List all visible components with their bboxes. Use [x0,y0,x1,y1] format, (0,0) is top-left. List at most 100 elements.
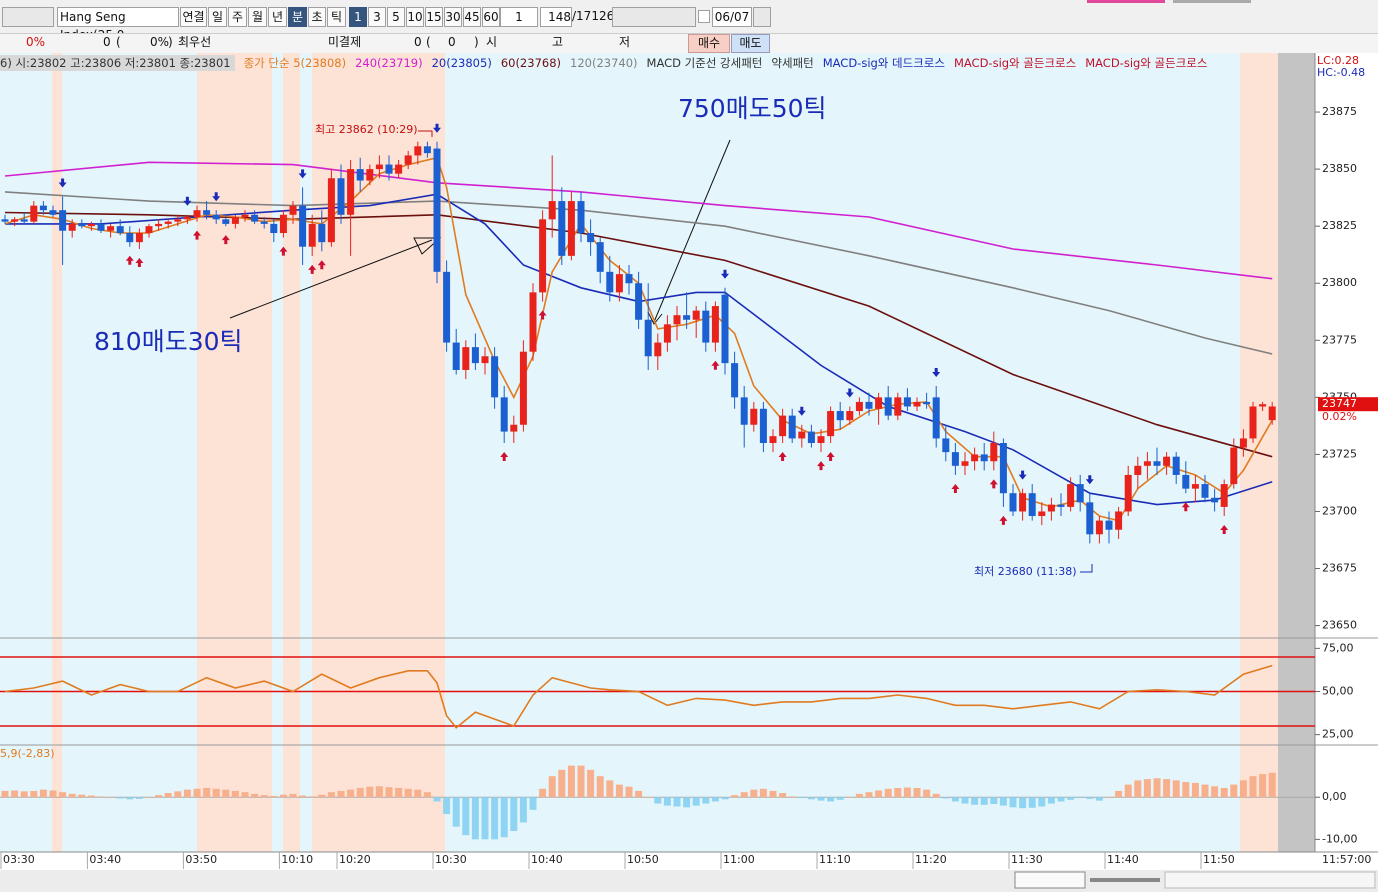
candle-body [923,401,931,405]
arrowhead [647,311,663,325]
y-tick-label: 0,00 [1322,790,1347,803]
sell-button[interactable]: 매도 [731,34,770,53]
info: 0% [26,35,46,49]
period-button[interactable]: 주 [228,7,247,27]
sell-signal [932,367,941,377]
period-button[interactable]: 분 [288,7,307,27]
macd-bar [1,790,9,798]
candle-body [1009,493,1017,512]
x-tick-label: 10:50 [627,853,659,866]
candle-body [260,221,268,224]
macd-bar [395,787,403,798]
x-tick-label: 03:40 [89,853,121,866]
calendar-button[interactable] [753,7,771,27]
candle-body [1105,520,1113,530]
macd-bar [78,794,86,798]
macd-bar [481,797,489,840]
period-select[interactable]: 1 [500,7,538,27]
y-tick-label: 23850 [1322,162,1357,175]
sell-signal [845,388,854,398]
date-input[interactable]: 06/07 [712,7,752,27]
tool-icons[interactable] [612,7,696,27]
candle-body [356,169,364,181]
arrowhead [413,237,442,255]
legend-entry: MACD 기준선 강세패턴 [646,56,763,70]
macd-bar [308,796,316,798]
candle-body [11,219,19,222]
candle-body [635,283,643,320]
period-button[interactable]: 1 [349,7,367,27]
macd-bar [1143,779,1151,798]
right-axis-bg [1315,52,1378,852]
symbol-input[interactable]: Hang Seng Index(25.0 [57,7,179,42]
macd-bar [1124,784,1132,798]
candle-body [759,408,767,443]
buy-signal [538,310,547,320]
zoom-slider[interactable] [1090,878,1160,882]
hc-label: HC:-0.48 [1317,66,1365,79]
annotation-arrow [653,139,731,323]
candle-body [615,274,623,293]
macd-bar [107,797,115,798]
period-button[interactable]: 월 [248,7,267,27]
date-checkbox[interactable] [698,10,710,23]
candle-body [107,226,115,231]
macd-bar [913,787,921,798]
count-input[interactable]: 148 [540,7,572,27]
candle-body [116,226,124,234]
candle-body [193,210,201,218]
macd-bar [606,780,614,798]
scroll-controls[interactable] [1014,871,1086,889]
candle-body [596,242,604,272]
period-button[interactable]: 45 [463,7,481,27]
x-tick-label: 03:50 [185,853,217,866]
x-tick-label: 11:50 [1203,853,1235,866]
candle-body [951,452,959,466]
period-button[interactable]: 5 [387,7,405,27]
period-button[interactable]: 60 [482,7,500,27]
buy-signal [817,461,825,471]
period-button[interactable]: 3 [368,7,386,27]
period-button[interactable]: 10 [406,7,424,27]
period-button[interactable]: 일 [208,7,227,27]
macd-bar [961,797,969,804]
macd-bar [49,790,57,798]
period-button[interactable]: 초 [308,7,326,27]
candle-body [174,219,182,222]
macd-bar [289,793,297,798]
buy-signal [1181,502,1190,512]
period-button[interactable]: 30 [444,7,462,27]
macd-bar [1095,797,1103,801]
macd-bar [1172,780,1180,798]
macd-bar [366,786,374,798]
period-button[interactable]: 년 [268,7,287,27]
macd-bar [1201,784,1209,798]
candle-body [913,401,921,407]
buy-button[interactable]: 매수 [688,34,730,53]
candle-body [999,443,1007,494]
candle-body [414,146,422,156]
macd-bar [548,776,556,798]
macd-bar [183,789,191,798]
macd-bar [827,797,835,802]
candle-body [308,223,316,247]
tool-icons[interactable] [1164,871,1376,889]
candle-body [1239,438,1247,448]
last-price-box [1318,397,1378,412]
macd-bar [327,792,335,798]
period-button[interactable]: 틱 [327,7,346,27]
candle-body [702,310,710,343]
legend-entry: 240(23719) [355,56,423,70]
macd-bar [260,795,268,798]
info: 고 [552,35,564,49]
macd-bar [433,797,441,802]
session-band [283,52,300,852]
candle-body [750,408,758,425]
candle-body [942,438,950,453]
icon-group[interactable] [2,7,54,27]
period-button[interactable]: 연결 [180,7,207,27]
period-button[interactable]: 15 [425,7,443,27]
info: 0 [103,35,111,49]
candle-body [1143,461,1151,466]
